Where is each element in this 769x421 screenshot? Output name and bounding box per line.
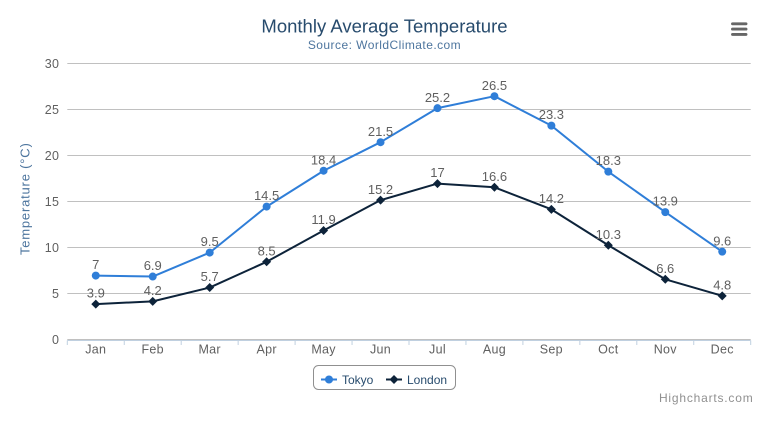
svg-text:Aug: Aug — [483, 343, 506, 357]
svg-text:Monthly Average Temperature: Monthly Average Temperature — [261, 16, 507, 37]
svg-text:0: 0 — [52, 333, 59, 347]
svg-text:16.6: 16.6 — [482, 169, 507, 184]
svg-text:7: 7 — [92, 257, 99, 272]
svg-text:18.4: 18.4 — [311, 152, 336, 167]
svg-text:21.5: 21.5 — [368, 124, 393, 139]
svg-text:25.2: 25.2 — [425, 90, 450, 105]
svg-text:18.3: 18.3 — [596, 153, 621, 168]
svg-text:May: May — [311, 343, 336, 357]
svg-text:14.2: 14.2 — [539, 191, 564, 206]
svg-text:8.5: 8.5 — [258, 243, 276, 258]
svg-text:Nov: Nov — [654, 343, 678, 357]
svg-text:London: London — [407, 373, 447, 387]
svg-text:6.6: 6.6 — [656, 261, 674, 276]
svg-text:5.7: 5.7 — [201, 269, 219, 284]
svg-text:25: 25 — [45, 103, 60, 117]
svg-text:3.9: 3.9 — [87, 286, 105, 301]
svg-text:4.2: 4.2 — [144, 283, 162, 298]
svg-text:9.5: 9.5 — [201, 234, 219, 249]
svg-text:15: 15 — [45, 195, 60, 209]
svg-text:9.6: 9.6 — [713, 233, 731, 248]
svg-text:Jul: Jul — [429, 343, 446, 357]
svg-text:17: 17 — [430, 165, 444, 180]
svg-text:30: 30 — [45, 57, 60, 71]
svg-text:14.5: 14.5 — [254, 188, 279, 203]
svg-text:15.2: 15.2 — [368, 182, 393, 197]
svg-text:5: 5 — [52, 287, 59, 301]
svg-text:13.9: 13.9 — [653, 194, 678, 209]
svg-text:11.9: 11.9 — [311, 212, 335, 227]
svg-text:Source: WorldClimate.com: Source: WorldClimate.com — [308, 38, 461, 52]
svg-text:Jun: Jun — [370, 343, 391, 357]
svg-text:Sep: Sep — [540, 343, 563, 357]
svg-text:Feb: Feb — [142, 343, 164, 357]
svg-text:26.5: 26.5 — [482, 78, 507, 93]
svg-text:Oct: Oct — [598, 343, 619, 357]
svg-text:10: 10 — [45, 241, 60, 255]
svg-text:6.9: 6.9 — [144, 258, 162, 273]
svg-text:4.8: 4.8 — [713, 277, 731, 292]
svg-text:Highcharts.com: Highcharts.com — [659, 391, 754, 405]
svg-text:20: 20 — [45, 149, 60, 163]
svg-text:Apr: Apr — [256, 343, 276, 357]
svg-text:10.3: 10.3 — [596, 227, 621, 242]
svg-text:Mar: Mar — [198, 343, 220, 357]
svg-text:Dec: Dec — [711, 343, 734, 357]
svg-text:23.3: 23.3 — [539, 107, 564, 122]
svg-text:Jan: Jan — [85, 343, 106, 357]
svg-text:Tokyo: Tokyo — [342, 373, 374, 387]
svg-text:Temperature (°C): Temperature (°C) — [18, 142, 33, 255]
